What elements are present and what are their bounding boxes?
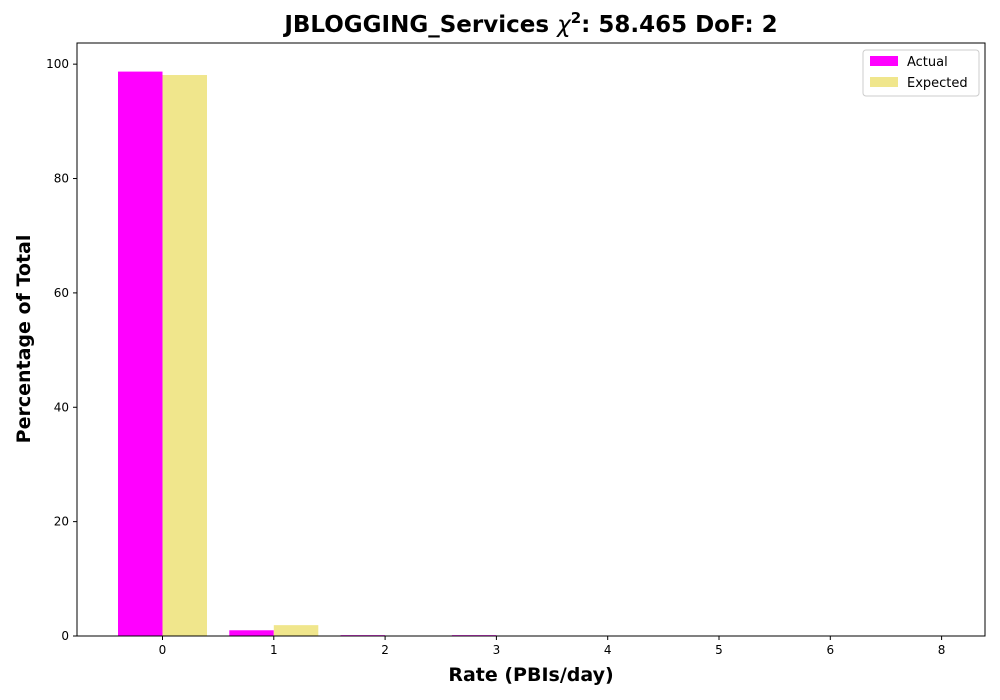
title-chi: χ <box>555 12 572 38</box>
bar-expected-0 <box>162 75 207 636</box>
y-tick-label-40: 40 <box>54 400 69 414</box>
x-tick-label-0: 0 <box>159 643 167 657</box>
legend: Actual Expected <box>862 49 980 97</box>
bar-actual-1 <box>229 630 274 636</box>
y-tick-label-100: 100 <box>46 57 69 71</box>
legend-swatch-actual <box>870 56 898 66</box>
bar-expected-1 <box>273 625 319 636</box>
x-tick-label-2: 2 <box>381 643 389 657</box>
legend-label-actual: Actual <box>907 55 948 70</box>
x-tick-label-5: 5 <box>715 643 723 657</box>
x-tick-label-1: 1 <box>270 643 278 657</box>
y-tick-label-80: 80 <box>54 172 69 186</box>
legend-swatch-expected <box>870 77 898 87</box>
title-superscript: 2 <box>571 9 581 27</box>
legend-label-expected: Expected <box>907 76 968 91</box>
x-axis-label: Rate (PBIs/day) <box>448 664 613 686</box>
title-prefix: JBLOGGING_Services <box>282 12 557 38</box>
x-tick-label-4: 4 <box>604 643 612 657</box>
axes-frame <box>76 42 986 637</box>
x-tick-label-3: 3 <box>493 643 501 657</box>
y-tick-label-0: 0 <box>61 629 69 643</box>
x-tick-label-6: 6 <box>826 643 834 657</box>
y-tick-label-20: 20 <box>54 515 69 529</box>
y-axis-label: Percentage of Total <box>13 235 35 444</box>
chart-title: JBLOGGING_Services χ2: 58.465 DoF: 2 <box>282 9 777 38</box>
x-tick-label-8: 8 <box>938 643 946 657</box>
title-suffix: : 58.465 DoF: 2 <box>581 12 778 38</box>
bar-actual-0 <box>118 71 163 637</box>
y-tick-label-60: 60 <box>54 286 69 300</box>
